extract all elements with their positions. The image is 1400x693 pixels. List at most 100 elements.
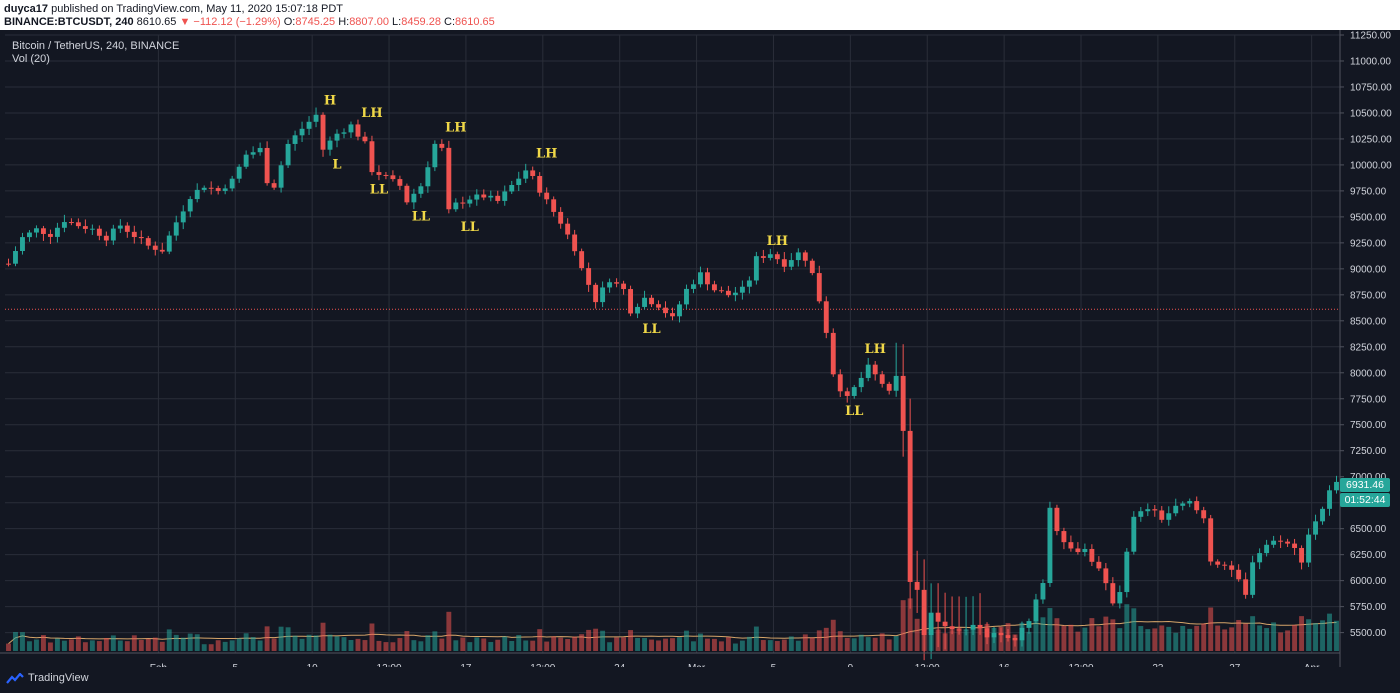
- volume-bar: [579, 634, 585, 651]
- volume-bar: [110, 635, 116, 651]
- volume-bar: [1236, 619, 1242, 651]
- price-chart[interactable]: H L LH LL LL LH LL LH LL LH LH LL 5500.00 5750.00 600…: [0, 30, 1400, 667]
- candle-body: [383, 174, 389, 176]
- volume-bar: [1054, 618, 1060, 651]
- candle-body: [194, 189, 200, 200]
- candle-body: [502, 191, 508, 201]
- y-tick-label: 8250.00: [1350, 342, 1387, 353]
- candle-body: [362, 136, 368, 142]
- candle-body: [1313, 521, 1318, 535]
- author-name[interactable]: duyca17: [4, 3, 49, 15]
- volume-bar: [61, 640, 67, 651]
- x-tick-label: 16: [999, 663, 1011, 667]
- candle-body: [1292, 543, 1298, 548]
- candle-body: [236, 166, 242, 179]
- candle-body: [711, 284, 717, 291]
- candle-body: [1096, 561, 1102, 569]
- time-axis: Feb 5 10 12:00 17 12:00 24 Mar 5 9 13:00 16 13:00 23 2…: [0, 652, 1340, 667]
- volume-bar: [781, 639, 787, 651]
- candle-body: [1257, 553, 1263, 563]
- volume-bar: [1208, 607, 1214, 651]
- candle-body: [1278, 540, 1284, 542]
- volume-bar: [572, 636, 578, 651]
- brand-logo[interactable]: TradingView: [6, 672, 89, 684]
- y-tick-label: 6000.00: [1350, 576, 1387, 587]
- candle-body: [1075, 548, 1081, 553]
- volume-bar: [1159, 625, 1165, 651]
- x-tick-label: Apr: [1304, 663, 1320, 667]
- candle-body: [718, 290, 724, 292]
- candle-body: [96, 228, 102, 236]
- candle-body: [243, 154, 249, 167]
- volume-bar: [1194, 625, 1200, 651]
- countdown-tag: 01:52:44: [1340, 493, 1390, 507]
- low-label: L:: [392, 16, 402, 28]
- candle-body: [6, 263, 11, 265]
- candle-body: [264, 147, 270, 184]
- candle-body: [795, 252, 801, 261]
- candle-body: [767, 254, 773, 258]
- volume-bar: [830, 619, 836, 651]
- candle-body: [1033, 599, 1039, 622]
- volume-bar: [47, 642, 53, 651]
- volume-bar: [201, 644, 207, 651]
- y-tick-label: 7500.00: [1350, 420, 1387, 431]
- volume-bar: [75, 636, 81, 651]
- candle-body: [68, 222, 74, 224]
- legend-indicator[interactable]: Vol (20): [12, 53, 50, 65]
- volume-bar: [886, 639, 892, 651]
- candle-body: [201, 187, 207, 190]
- candle-body: [1145, 509, 1151, 512]
- candle-body: [893, 375, 899, 391]
- high-value: 8807.00: [349, 16, 389, 28]
- volume-bar: [1264, 628, 1270, 651]
- tradingview-icon: [6, 672, 24, 684]
- volume-bar: [299, 638, 305, 651]
- candle-body: [425, 167, 431, 187]
- volume-bar: [1040, 617, 1046, 651]
- volume-bar: [96, 641, 102, 651]
- volume-bar: [774, 641, 780, 651]
- candle-body: [313, 114, 319, 122]
- candle-body: [642, 297, 647, 307]
- volume-bar: [1180, 625, 1186, 651]
- volume-bar: [166, 629, 172, 651]
- candle-body: [1320, 508, 1325, 522]
- candle-body: [1334, 481, 1339, 491]
- volume-bar: [1138, 626, 1144, 651]
- close-label: C:: [444, 16, 456, 28]
- candle-body: [663, 307, 668, 314]
- candle-body: [1250, 562, 1256, 595]
- candle-body: [1306, 534, 1311, 563]
- candle-body: [1061, 531, 1067, 543]
- volume-bar: [1089, 618, 1095, 651]
- candle-body: [1159, 510, 1165, 520]
- ohlc-line: BINANCE:BTCUSDT, 240 8610.65 ▼ −112.12 (…: [4, 16, 495, 28]
- annotation-label: LH: [445, 121, 466, 136]
- volume-bar: [131, 635, 137, 651]
- pattern-annotations: H L LH LL LL LH LL LH LL LH LH LL: [324, 94, 886, 419]
- volume-bar: [558, 637, 564, 651]
- chart-legend[interactable]: Bitcoin / TetherUS, 240, BINANCE Vol (20…: [12, 40, 179, 66]
- volume-bar: [565, 639, 571, 651]
- volume-bar: [411, 640, 417, 651]
- volume-bar: [180, 637, 186, 651]
- candle-body: [208, 187, 214, 189]
- y-tick-label: 9000.00: [1350, 264, 1387, 275]
- candle-body: [306, 121, 312, 129]
- volume-bar: [970, 628, 976, 651]
- y-tick-label: 7750.00: [1350, 394, 1387, 405]
- candle-body: [1166, 513, 1172, 520]
- candle-body: [614, 282, 620, 284]
- y-tick-label: 8000.00: [1350, 368, 1387, 379]
- candle-body: [1152, 509, 1158, 511]
- volume-bar: [208, 644, 214, 651]
- x-tick-label: Feb: [150, 663, 168, 667]
- volume-bar: [1075, 631, 1081, 651]
- candle-body: [61, 222, 67, 228]
- candle-body: [621, 283, 627, 290]
- volume-bar: [739, 640, 745, 651]
- volume-bar: [1201, 623, 1207, 651]
- volume-bar: [977, 627, 983, 651]
- volume-bar: [523, 640, 529, 651]
